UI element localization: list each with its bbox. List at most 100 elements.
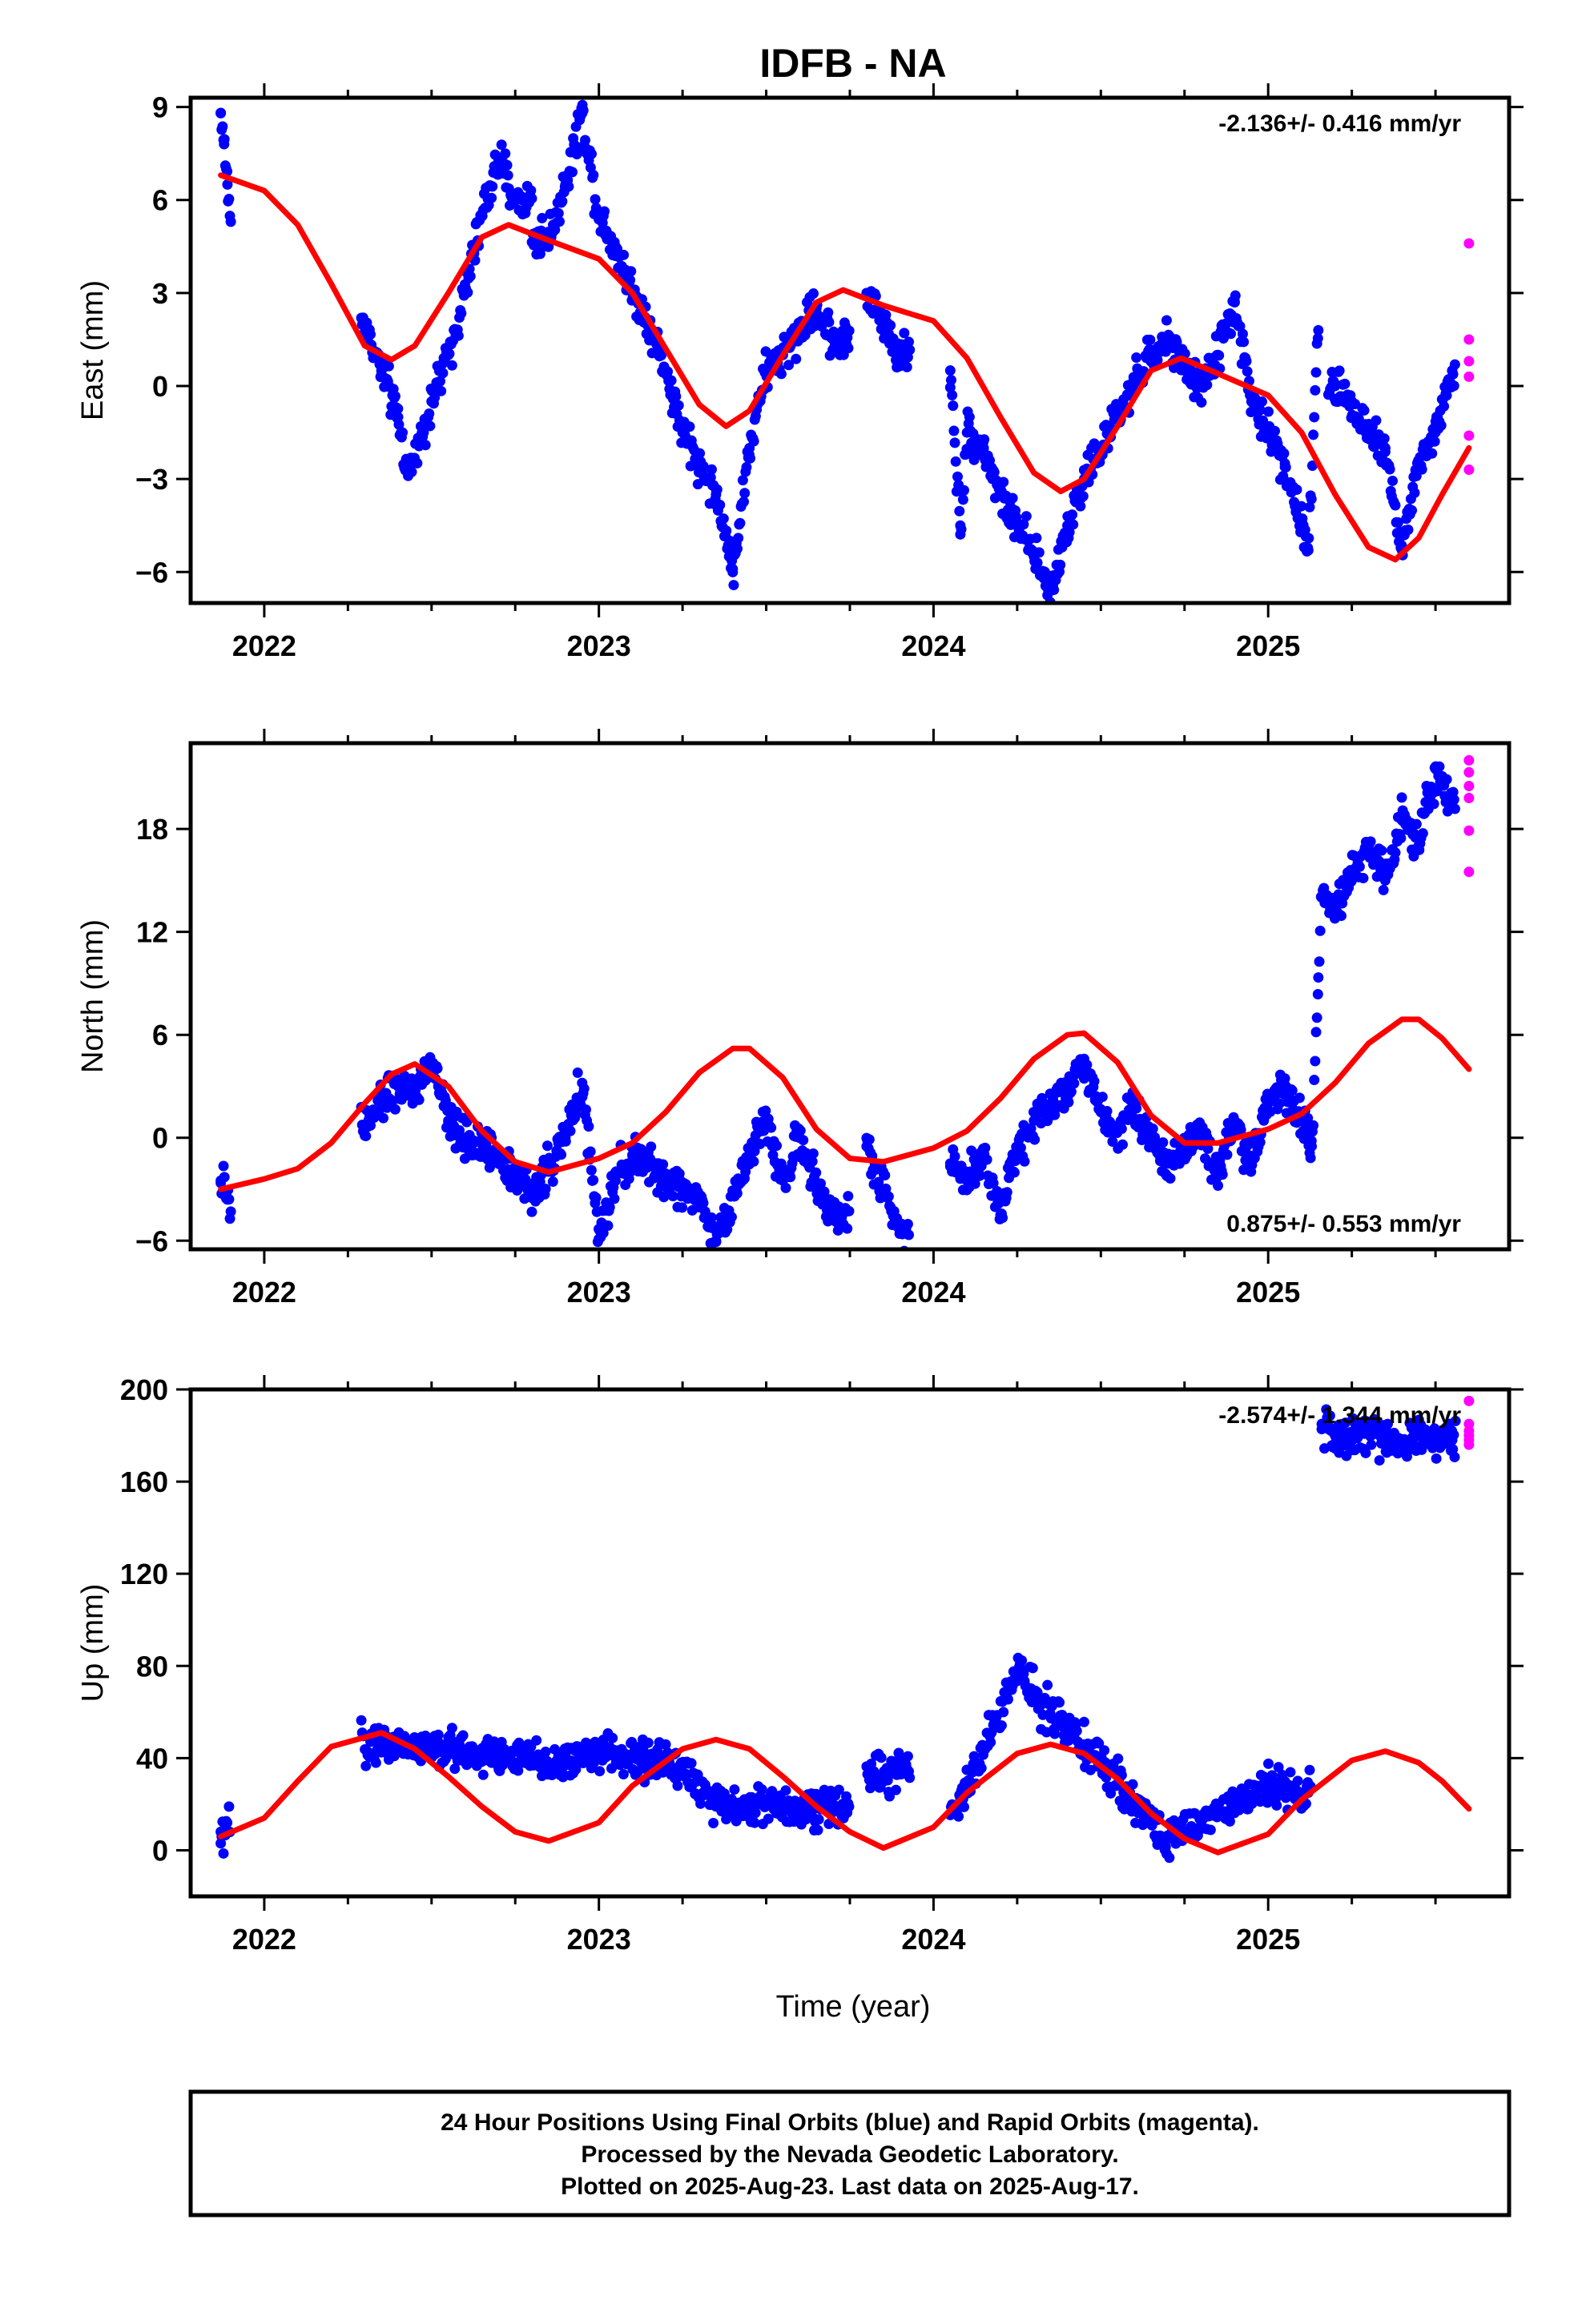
final-point: [813, 1814, 824, 1825]
final-point: [585, 1146, 596, 1157]
final-point: [737, 475, 748, 486]
final-point: [1179, 365, 1190, 376]
final-point: [1224, 1815, 1235, 1827]
final-point: [577, 107, 588, 119]
final-point: [1330, 906, 1341, 917]
final-point: [446, 360, 457, 371]
final-point: [791, 353, 802, 364]
final-point: [1435, 420, 1447, 431]
final-point: [979, 434, 990, 445]
final-point: [1296, 501, 1307, 512]
final-point: [978, 442, 989, 453]
final-point: [731, 1188, 743, 1199]
final-point: [1012, 520, 1023, 531]
final-point: [378, 1112, 389, 1124]
final-point: [745, 452, 756, 464]
final-point: [222, 1194, 233, 1205]
final-point: [976, 1763, 987, 1774]
final-point: [215, 107, 227, 119]
final-point: [1305, 1152, 1316, 1164]
final-point: [359, 1124, 370, 1135]
caption-box: 24 Hour Positions Using Final Orbits (bl…: [188, 2089, 1512, 2217]
x-tick-label: 2022: [232, 1276, 296, 1309]
final-point: [1439, 400, 1450, 412]
final-point: [1303, 533, 1314, 544]
final-point: [477, 1769, 489, 1780]
final-point: [461, 1116, 473, 1128]
final-point: [436, 385, 447, 396]
rapid-point: [1463, 464, 1475, 476]
up-panel: 2022 2023 2024 2025 0 40 80 120 160 200 Up (mm) -2.…: [76, 1373, 1524, 1956]
final-point: [966, 1145, 977, 1156]
final-point: [465, 271, 476, 282]
final-point: [526, 1206, 537, 1217]
final-point: [409, 1089, 421, 1100]
final-point: [1016, 1655, 1028, 1666]
final-point: [588, 1175, 599, 1186]
final-point: [1403, 525, 1414, 536]
final-point: [403, 470, 414, 481]
final-point: [775, 368, 787, 380]
final-point: [222, 179, 233, 190]
final-point: [493, 154, 504, 165]
y-tick-label: 120: [120, 1558, 168, 1590]
final-point: [1359, 404, 1370, 416]
final-point: [376, 365, 387, 376]
final-point: [570, 1763, 582, 1775]
final-point: [884, 1791, 896, 1802]
final-point: [1067, 509, 1078, 521]
final-point: [560, 1759, 571, 1771]
final-point: [1441, 390, 1452, 401]
final-point: [1055, 559, 1066, 570]
final-point: [1196, 396, 1207, 408]
final-point: [1008, 1167, 1020, 1178]
final-point: [833, 1784, 844, 1795]
final-point: [1371, 415, 1382, 426]
final-point: [610, 241, 622, 252]
final-point: [827, 334, 839, 345]
final-point: [1413, 1428, 1424, 1439]
final-point: [1304, 1764, 1315, 1775]
final-point: [1254, 1136, 1266, 1148]
final-point: [708, 1818, 719, 1829]
final-point: [995, 1209, 1006, 1220]
final-point: [1314, 925, 1326, 936]
final-point: [961, 1175, 972, 1186]
final-point: [1027, 1663, 1038, 1674]
final-point: [580, 1104, 591, 1116]
final-point: [1127, 1779, 1138, 1790]
final-point: [1099, 1745, 1110, 1756]
y-tick-label: 80: [136, 1650, 168, 1683]
final-point: [1431, 1453, 1442, 1464]
final-point: [1339, 378, 1351, 389]
final-point: [998, 476, 1009, 488]
final-point: [590, 1192, 602, 1204]
final-point: [771, 1140, 783, 1152]
final-point: [525, 185, 537, 196]
final-point: [1447, 1434, 1458, 1445]
final-point: [392, 1080, 404, 1092]
final-point: [1162, 1158, 1173, 1169]
caption-line-3: Plotted on 2025-Aug-23. Last data on 202…: [561, 2173, 1139, 2200]
final-point: [1390, 847, 1401, 858]
final-point: [1390, 500, 1401, 511]
rapid-point: [1463, 825, 1475, 836]
final-point: [453, 330, 464, 341]
final-point: [1226, 328, 1237, 340]
final-point: [500, 148, 511, 159]
final-point: [1147, 1123, 1158, 1134]
final-point: [660, 1175, 671, 1186]
final-point: [1161, 315, 1172, 326]
final-point: [1256, 396, 1267, 407]
final-point: [509, 1167, 521, 1178]
final-point: [1262, 1780, 1274, 1791]
final-point: [376, 1736, 387, 1747]
final-point: [1164, 1852, 1175, 1864]
final-point: [744, 1149, 755, 1160]
final-point: [1149, 1132, 1161, 1143]
final-point: [370, 1757, 381, 1768]
y-tick-label: 40: [136, 1742, 168, 1775]
final-point: [1063, 1096, 1074, 1108]
final-point: [763, 1813, 774, 1824]
north-panel: 2022 2023 2024 2025 −6 0 6 12 18 North (mm) 0.875+…: [76, 729, 1524, 1309]
